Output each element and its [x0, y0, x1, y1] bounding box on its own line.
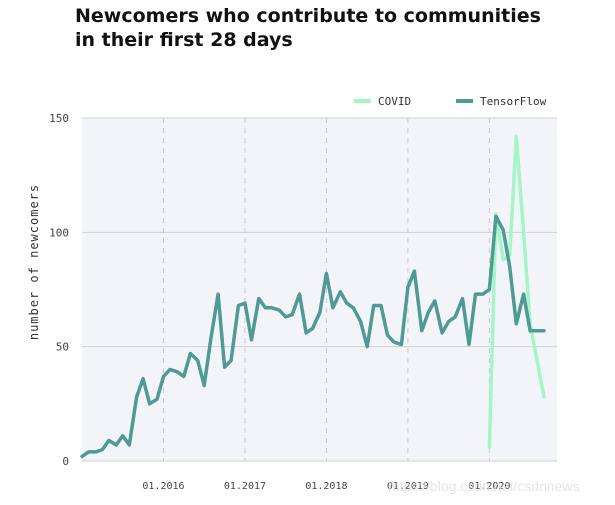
data-point-tensorflow	[156, 398, 158, 401]
data-point-tensorflow	[250, 338, 253, 341]
data-point-tensorflow	[230, 359, 233, 362]
data-point-tensorflow	[366, 345, 369, 348]
chart-title: Newcomers who contribute to communities …	[75, 4, 595, 52]
data-point-tensorflow	[148, 402, 151, 405]
legend-label-covid: COVID	[378, 95, 411, 108]
data-point-tensorflow	[529, 329, 531, 332]
data-point-tensorflow	[257, 297, 260, 300]
data-point-tensorflow	[372, 304, 375, 307]
data-point-tensorflow	[298, 293, 301, 295]
data-point-tensorflow	[95, 451, 97, 453]
data-point-tensorflow	[495, 215, 497, 218]
data-point-tensorflow	[474, 293, 477, 295]
data-point-tensorflow	[407, 286, 409, 289]
y-tick-label: 150	[49, 112, 69, 125]
data-point-tensorflow	[502, 229, 505, 231]
data-point-tensorflow	[209, 338, 212, 341]
x-tick-label: 01.2017	[224, 481, 266, 492]
data-point-tensorflow	[189, 352, 192, 355]
data-point-tensorflow	[461, 297, 464, 300]
data-point-tensorflow	[413, 270, 416, 273]
data-point-covid	[495, 213, 497, 215]
data-point-tensorflow	[169, 368, 171, 371]
data-point-tensorflow	[386, 334, 389, 337]
data-point-tensorflow	[543, 329, 545, 332]
legend-label-tensorflow: TensorFlow	[480, 95, 547, 108]
y-tick-label: 50	[56, 341, 69, 354]
data-point-tensorflow	[81, 455, 83, 458]
series-lines	[80, 134, 546, 459]
data-point-tensorflow	[115, 444, 118, 446]
data-point-covid	[543, 396, 545, 398]
data-point-tensorflow	[244, 302, 246, 305]
x-tick-label: 01.2016	[142, 481, 184, 492]
x-tick-label: 01.2020	[468, 481, 510, 492]
y-tick-label: 0	[62, 455, 69, 468]
data-point-tensorflow	[128, 444, 131, 446]
data-point-tensorflow	[203, 384, 206, 387]
data-point-tensorflow	[101, 448, 104, 451]
data-point-tensorflow	[87, 451, 90, 453]
data-point-tensorflow	[380, 304, 382, 307]
data-point-tensorflow	[352, 306, 355, 309]
x-axis-ticks: 01.2016 01.2017 01.2018 01.2019 01.2020	[142, 481, 510, 492]
data-point-tensorflow	[400, 343, 403, 346]
chart-title-line-1: Newcomers who contribute to communities	[75, 5, 541, 27]
y-axis-label: number of newcomers	[27, 184, 41, 340]
data-point-tensorflow	[108, 439, 110, 442]
data-point-tensorflow	[393, 341, 395, 343]
series-points-tensorflow	[81, 215, 545, 458]
data-point-tensorflow	[319, 311, 321, 314]
data-point-tensorflow	[237, 304, 240, 307]
data-point-tensorflow	[182, 375, 185, 378]
data-point-covid	[522, 231, 525, 234]
data-point-tensorflow	[311, 327, 314, 330]
data-point-tensorflow	[284, 316, 287, 318]
data-point-tensorflow	[420, 329, 423, 332]
data-point-covid	[535, 357, 538, 359]
data-point-tensorflow	[535, 329, 538, 332]
data-point-tensorflow	[135, 396, 138, 398]
chart-title-line-2: in their first 28 days	[75, 29, 293, 51]
x-tick-label: 01.2019	[387, 481, 429, 492]
data-point-covid	[502, 258, 505, 261]
data-point-tensorflow	[441, 332, 443, 334]
data-point-tensorflow	[264, 306, 267, 309]
data-point-tensorflow	[468, 343, 470, 346]
data-point-tensorflow	[482, 293, 484, 295]
data-point-tensorflow	[522, 293, 525, 295]
watermark: https://blog.csdn.net/csdnnews	[388, 478, 580, 494]
data-point-covid	[488, 446, 491, 449]
data-point-covid	[515, 135, 518, 138]
data-point-tensorflow	[217, 293, 220, 295]
data-point-tensorflow	[433, 300, 436, 302]
data-point-tensorflow	[488, 288, 491, 291]
legend: COVID TensorFlow	[354, 95, 547, 108]
data-point-tensorflow	[278, 309, 281, 311]
y-axis-ticks: 0 50 100 150	[49, 112, 69, 468]
data-point-tensorflow	[305, 332, 307, 334]
data-point-tensorflow	[339, 290, 342, 293]
data-point-tensorflow	[427, 311, 430, 314]
data-point-tensorflow	[447, 320, 450, 323]
data-point-tensorflow	[508, 265, 511, 268]
data-point-tensorflow	[121, 434, 124, 437]
data-point-tensorflow	[142, 377, 145, 380]
data-point-tensorflow	[515, 322, 518, 325]
data-point-tensorflow	[162, 375, 165, 378]
y-tick-label: 100	[49, 226, 69, 239]
x-tick-label: 01.2018	[305, 481, 347, 492]
data-point-tensorflow	[196, 359, 199, 362]
data-point-tensorflow	[454, 316, 457, 318]
data-point-tensorflow	[270, 306, 273, 309]
data-point-tensorflow	[325, 272, 328, 275]
data-point-tensorflow	[345, 302, 348, 305]
plot-area	[82, 118, 557, 461]
data-point-tensorflow	[359, 320, 362, 323]
data-point-tensorflow	[291, 313, 294, 316]
data-point-tensorflow	[223, 366, 226, 369]
data-point-tensorflow	[332, 306, 334, 309]
data-point-tensorflow	[176, 370, 179, 373]
